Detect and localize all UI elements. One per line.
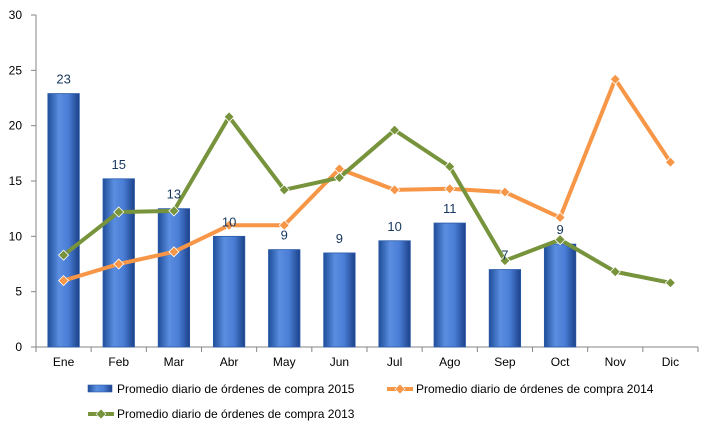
legend: Promedio diario de órdenes de compra 201… <box>87 382 654 421</box>
bar <box>268 249 301 348</box>
legend-swatch-marker <box>394 383 406 395</box>
series-point <box>113 258 125 270</box>
bar <box>212 235 246 348</box>
x-tick-label: Abr <box>220 355 239 369</box>
series-point <box>168 205 180 217</box>
legend-label: Promedio diario de órdenes de compra 201… <box>416 382 654 396</box>
series-point <box>278 184 290 196</box>
series-point <box>444 183 456 195</box>
y-tick-label: 10 <box>9 229 23 243</box>
bar <box>488 269 522 348</box>
series-line <box>62 114 671 285</box>
y-tick-label: 25 <box>9 63 23 77</box>
series-point <box>168 246 180 258</box>
bar-data-label: 9 <box>281 228 288 243</box>
data-labels: 23 15 13 10 9 9 10 11 7 9 <box>56 72 563 263</box>
bar <box>433 222 466 348</box>
x-tick-label: Ago <box>439 355 461 369</box>
legend-label: Promedio diario de órdenes de compra 201… <box>117 382 355 396</box>
series-point <box>554 234 566 246</box>
series-point <box>499 186 511 198</box>
series-point <box>333 172 345 184</box>
line-series <box>58 73 676 289</box>
series-line <box>63 77 673 283</box>
legend-label: Promedio diario de órdenes de compra 201… <box>117 407 355 421</box>
x-tick-label: Jun <box>330 355 349 369</box>
x-tick-label: May <box>273 355 296 369</box>
series-point <box>223 111 235 123</box>
series-point <box>554 211 566 224</box>
series-point <box>223 219 235 231</box>
series-point <box>664 277 676 289</box>
series-point <box>499 255 511 267</box>
series-point <box>664 156 676 168</box>
series-point <box>58 275 70 287</box>
y-tick-label: 20 <box>9 119 23 133</box>
x-tick-label: Jul <box>387 355 402 369</box>
series-point <box>609 266 621 278</box>
bar <box>378 240 411 348</box>
bar <box>543 243 577 348</box>
bar-data-label: 15 <box>112 157 126 172</box>
y-tick-label: 5 <box>15 285 22 299</box>
series-point <box>58 249 70 261</box>
bar <box>323 252 356 348</box>
legend-swatch <box>87 384 113 393</box>
bar <box>47 93 80 348</box>
series-point <box>278 219 290 231</box>
bar-data-label: 23 <box>56 72 70 87</box>
bar-series <box>47 93 577 348</box>
x-tick-label: Feb <box>108 355 129 369</box>
x-tick-label: Mar <box>164 355 185 369</box>
bar-data-label: 10 <box>222 214 236 229</box>
legend-swatch-marker <box>95 408 107 420</box>
series-point <box>444 161 456 173</box>
bar-data-label: 7 <box>501 248 508 263</box>
bar <box>157 208 191 348</box>
x-tick-label: Sep <box>494 355 516 369</box>
axes: 0 5 10 15 20 25 30 Ene Feb Mar Abr May Jun Jul Ago Sep O… <box>9 8 699 369</box>
x-tick-label: Dic <box>662 355 679 369</box>
series-point <box>609 73 621 85</box>
x-tick-label: Oct <box>551 355 570 369</box>
bar-data-label: 11 <box>443 201 457 216</box>
y-tick-label: 30 <box>9 8 23 22</box>
y-tick-label: 0 <box>15 340 22 354</box>
series-point <box>389 124 401 136</box>
y-tick-label: 15 <box>9 174 23 188</box>
bar-data-label: 9 <box>336 231 343 246</box>
x-tick-label: Ene <box>53 355 75 369</box>
x-tick-label: Nov <box>605 355 626 369</box>
bar-data-label: 9 <box>556 222 563 237</box>
bar-data-label: 13 <box>167 187 181 202</box>
series-point <box>113 206 125 218</box>
bar-data-label: 10 <box>387 219 401 234</box>
series-point <box>389 184 401 196</box>
